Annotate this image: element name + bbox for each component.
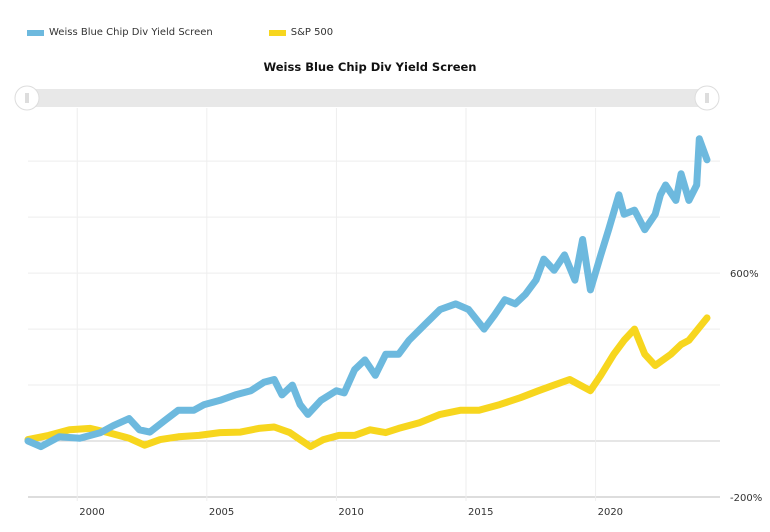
- chart-title: Weiss Blue Chip Div Yield Screen: [263, 60, 477, 74]
- x-tick-label: 2020: [598, 507, 623, 518]
- series-line-weiss: [24, 135, 711, 451]
- legend-swatch-sp500: [268, 29, 286, 36]
- scrollbar-track[interactable]: [27, 89, 707, 107]
- legend-label-sp500: S&P 500: [290, 27, 334, 38]
- legend-item-sp500[interactable]: S&P 500: [268, 27, 334, 38]
- series-line-sp500: [24, 314, 711, 451]
- legend-swatch-weiss: [27, 29, 44, 36]
- x-tick-label: 2010: [338, 507, 363, 518]
- y-tick-label: 600%: [730, 269, 759, 280]
- legend-label-weiss: Weiss Blue Chip Div Yield Screen: [49, 27, 213, 38]
- x-tick-label: 2015: [468, 507, 493, 518]
- legend: Weiss Blue Chip Div Yield Screen S&P 500: [27, 27, 389, 38]
- legend-item-weiss[interactable]: Weiss Blue Chip Div Yield Screen: [27, 27, 213, 38]
- scrollbar-handle-left[interactable]: [14, 85, 40, 111]
- range-scrollbar[interactable]: [14, 85, 720, 111]
- x-tick-label: 2005: [209, 507, 234, 518]
- scrollbar-handle-right[interactable]: [694, 85, 720, 111]
- x-tick-label: 2000: [79, 507, 104, 518]
- y-tick-label: -200%: [730, 493, 762, 504]
